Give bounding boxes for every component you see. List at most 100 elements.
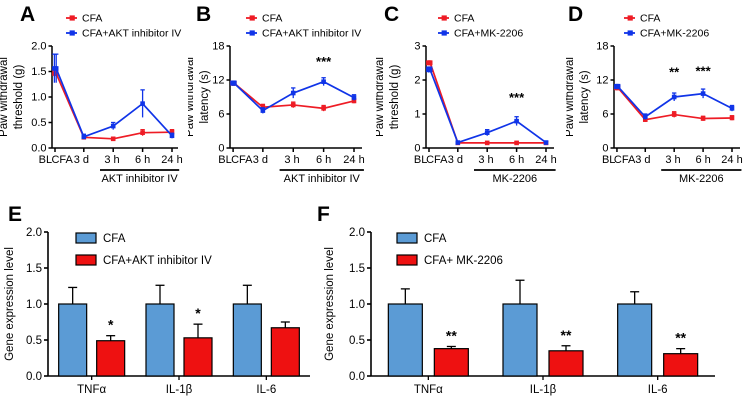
bar	[387, 303, 423, 377]
panel-f-chart: CFA CFA+ MK-2206 0.0 0.5 1.0 1.5 2.0 Gene expre…	[324, 227, 715, 396]
x-tick-label: CFA	[51, 154, 73, 166]
bar	[232, 303, 262, 377]
x-tick-label: BL	[218, 154, 231, 166]
y-tick-label: 1	[414, 109, 420, 121]
data-point	[514, 140, 519, 146]
data-point	[484, 130, 490, 135]
legend-label: CFA+MK-2206	[454, 28, 523, 40]
y-tick-label: 18	[596, 41, 608, 53]
panel-e: E CFA CFA+AKT inhibitor IV 0.0 0.5 1.0 1.5 2.0…	[0, 198, 330, 408]
data-point	[455, 140, 461, 145]
data-point	[110, 123, 116, 129]
y-tick-label: 0.5	[31, 117, 46, 129]
treatment-label: MK-2206	[492, 173, 537, 185]
y-axis-label: Paw withdrawal	[376, 57, 386, 137]
data-point	[140, 130, 145, 135]
x-tick-label: IL-6	[256, 384, 276, 396]
y-axis-label: threshold (g)	[13, 65, 25, 130]
data-point	[615, 84, 621, 90]
panel-e-letter: E	[8, 203, 23, 226]
data-point	[53, 66, 59, 71]
legend-label: CFA	[82, 13, 102, 25]
panel-a: A CFA CFA+AKT inhibitor IV 0.0 0.5 1.0 1.5 2.0…	[0, 0, 190, 200]
bar	[183, 337, 213, 377]
bar	[502, 303, 538, 377]
data-point	[81, 134, 87, 140]
y-tick-label: 3	[414, 41, 420, 53]
y-tick-label: 6	[218, 109, 224, 121]
x-tick-label: IL-1β	[530, 384, 557, 396]
data-point	[729, 106, 735, 111]
y-tick-label: 0.0	[349, 371, 365, 383]
y-tick-label: 0.0	[31, 143, 46, 155]
data-point	[351, 98, 357, 104]
significance-marker: ***	[695, 63, 711, 78]
legend-label: CFA	[454, 13, 474, 25]
y-tick-label: 12	[596, 75, 608, 87]
x-tick-label: 3 h	[284, 154, 299, 166]
panel-f-letter: F	[317, 203, 330, 226]
y-tick-label: 0	[414, 143, 420, 155]
data-point	[351, 95, 357, 100]
panel-d-letter: D	[568, 3, 584, 26]
x-tick-label: 24 h	[161, 154, 182, 166]
x-tick-label: 6 h	[316, 154, 331, 166]
panel-a-chart: CFA CFA+AKT inhibitor IV 0.0 0.5 1.0 1.5 2.0 BL…	[0, 13, 183, 185]
y-tick-label: 1.0	[26, 299, 42, 311]
x-tick-label: CFA	[426, 154, 448, 166]
bar	[663, 353, 699, 377]
data-point	[260, 108, 266, 113]
data-point	[671, 112, 677, 117]
data-point	[110, 136, 116, 142]
y-tick-label: 6	[602, 109, 608, 121]
bar	[145, 303, 175, 377]
legend-swatch	[75, 232, 97, 244]
x-tick-label: 3 h	[665, 154, 680, 166]
y-tick-label: 12	[212, 75, 224, 87]
data-point	[543, 140, 549, 145]
x-tick-label: 6 h	[135, 154, 150, 166]
y-tick-label: 0.0	[26, 371, 42, 383]
panel-b-letter: B	[196, 3, 212, 26]
x-tick-label: 3 d	[635, 154, 650, 166]
bar	[548, 350, 584, 377]
y-axis-label: Paw withdrawal	[0, 57, 10, 137]
x-tick-label: 6 h	[509, 154, 524, 166]
x-tick-label: CFA	[231, 154, 253, 166]
significance-marker: **	[561, 327, 572, 343]
data-point	[700, 91, 706, 96]
y-tick-label: 1.0	[31, 92, 46, 104]
data-point	[642, 114, 648, 120]
legend-label: CFA	[103, 233, 126, 245]
x-tick-label: 3 d	[448, 154, 463, 166]
data-point	[729, 115, 735, 121]
treatment-label: AKT inhibitor IV	[101, 173, 178, 185]
legend-label: CFA+AKT inhibitor IV	[82, 28, 181, 40]
data-point	[169, 133, 175, 139]
x-tick-label: 6 h	[695, 154, 710, 166]
x-tick-label: 3 d	[74, 154, 89, 166]
bar	[433, 348, 469, 377]
y-axis-label: latency (s)	[579, 70, 591, 123]
x-tick-label: 3 d	[253, 154, 268, 166]
y-tick-label: 2	[414, 75, 420, 87]
significance-marker: **	[675, 330, 686, 346]
significance-marker: *	[195, 305, 201, 321]
data-point	[140, 101, 145, 106]
data-point	[290, 102, 296, 108]
panel-a-letter: A	[20, 3, 36, 26]
treatment-label: MK-2206	[679, 173, 724, 185]
data-point	[427, 67, 433, 73]
y-tick-label: 0	[602, 143, 608, 155]
data-point	[321, 106, 326, 111]
y-tick-label: 1.5	[349, 263, 365, 275]
y-tick-label: 2.0	[31, 41, 46, 53]
y-tick-label: 18	[212, 41, 224, 53]
data-point	[700, 116, 706, 121]
legend-label: CFA	[424, 233, 447, 245]
